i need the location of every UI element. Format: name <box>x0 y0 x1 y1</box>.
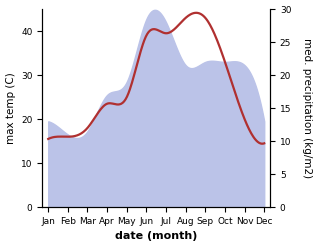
X-axis label: date (month): date (month) <box>115 231 197 242</box>
Y-axis label: max temp (C): max temp (C) <box>5 72 16 144</box>
Y-axis label: med. precipitation (kg/m2): med. precipitation (kg/m2) <box>302 38 313 178</box>
